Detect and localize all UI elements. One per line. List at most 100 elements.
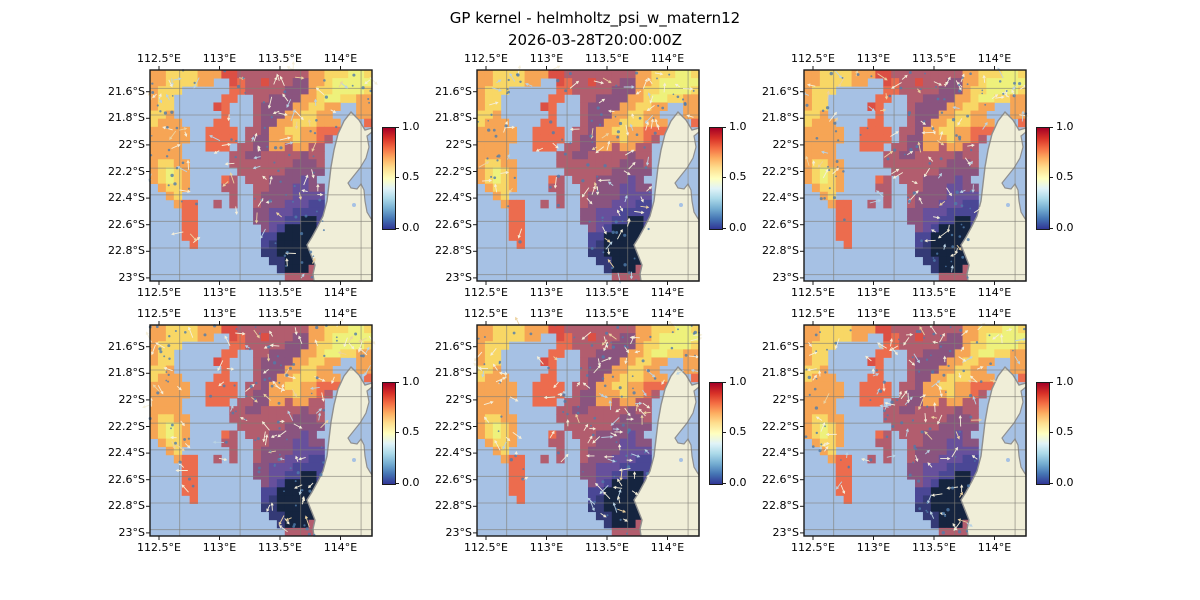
x-tick-label-bottom: 113.5°E [258, 541, 302, 554]
x-tick-label-top: 114°E [650, 307, 685, 320]
x-tick-label-bottom: 113.5°E [585, 286, 629, 299]
colorbar-tick [722, 177, 726, 178]
y-tick-label: 22.4°S [762, 191, 799, 205]
y-tick-label: 22.6°S [762, 217, 799, 231]
x-tick-label-bottom: 114°E [977, 541, 1012, 554]
gulf-water [347, 385, 373, 477]
y-tick-label: 22.8°S [435, 499, 472, 513]
x-tick-label-bottom: 114°E [650, 286, 685, 299]
figure-subtitle: 2026-03-28T20:00:00Z [508, 31, 682, 49]
x-tick-label-bottom: 114°E [977, 286, 1012, 299]
gulf-water [1001, 130, 1027, 222]
x-tick-label-top: 113°E [529, 307, 564, 320]
colorbar-tick [395, 432, 399, 433]
x-tick-label-top: 112.5°E [791, 307, 835, 320]
x-tick-label-bottom: 114°E [650, 541, 685, 554]
x-tick-label-top: 112.5°E [464, 52, 508, 65]
axis-border [803, 324, 1027, 537]
colorbar [709, 127, 723, 230]
y-tick-label: 22.2°S [435, 419, 472, 433]
y-tick-label: 22.4°S [435, 191, 472, 205]
y-tick-label: 22°S [118, 392, 145, 406]
map-subplot-r2c2: 112.5°E 113°E 113.5°E 114°E 112.5°E 113°E 113.… [435, 307, 839, 554]
x-tick-label-top: 112.5°E [137, 52, 181, 65]
y-tick-label: 21.6°S [435, 339, 472, 353]
x-tick-label-top: 112.5°E [791, 52, 835, 65]
map-r1c1 [146, 61, 378, 285]
lake-dot [1006, 458, 1010, 462]
colorbar-tick [1049, 177, 1053, 178]
y-tick-label: 22.6°S [762, 472, 799, 486]
x-tick-label-bottom: 113°E [529, 286, 564, 299]
axis-border [149, 324, 373, 537]
x-tick-label-bottom: 112.5°E [791, 286, 835, 299]
gulf-water [674, 130, 700, 222]
quiver-arrows [804, 322, 1027, 535]
colorbar-tick [395, 381, 399, 383]
colorbar-tick-label: 0.0 [402, 475, 420, 489]
colorbar [709, 382, 723, 485]
y-tick-label: 23°S [118, 270, 145, 284]
y-tick-label: 22.8°S [762, 499, 799, 513]
y-tick-label: 22°S [445, 392, 472, 406]
x-tick-label-bottom: 112.5°E [137, 286, 181, 299]
lake-dot [679, 458, 683, 462]
y-tick-label: 22.8°S [108, 499, 145, 513]
quiver-arrows [802, 67, 1029, 279]
y-tick-label: 21.6°S [108, 84, 145, 98]
colorbar-tick [1049, 482, 1053, 484]
colorbar-tick [722, 227, 726, 229]
y-tick-label: 22.4°S [108, 446, 145, 460]
y-tick-label: 21.8°S [435, 366, 472, 380]
colorbar-tick-label: 1.0 [402, 374, 420, 388]
colorbar-tick [395, 177, 399, 178]
y-tick-label: 22.4°S [435, 446, 472, 460]
gulf-water [1001, 385, 1027, 477]
y-tick-label: 21.6°S [435, 84, 472, 98]
y-tick-label: 22.6°S [108, 217, 145, 231]
x-tick-label-bottom: 113°E [202, 286, 237, 299]
x-tick-label-top: 114°E [977, 52, 1012, 65]
colorbar-tick [1049, 227, 1053, 229]
y-tick-label: 21.8°S [762, 111, 799, 125]
y-tick-label: 22°S [445, 137, 472, 151]
y-tick-label: 22.2°S [108, 419, 145, 433]
gulf-water [674, 385, 700, 477]
colorbar-tick-label: 0.0 [1056, 220, 1074, 234]
axis-border [476, 69, 700, 282]
y-tick-label: 22.2°S [435, 164, 472, 178]
x-tick-label-bottom: 112.5°E [464, 286, 508, 299]
y-tick-label: 22.4°S [108, 191, 145, 205]
quiver-arrows [477, 64, 695, 284]
colorbar-tick [722, 126, 726, 128]
x-tick-label-top: 114°E [323, 52, 358, 65]
y-tick-label: 22.6°S [435, 217, 472, 231]
figure-title: GP kernel - helmholtz_psi_w_matern12 [449, 9, 741, 27]
x-tick-label-bottom: 114°E [323, 286, 358, 299]
lake-dot [1006, 203, 1010, 207]
x-tick-label-top: 113.5°E [585, 52, 629, 65]
x-tick-label-top: 113.5°E [912, 307, 956, 320]
y-tick-label: 21.8°S [435, 111, 472, 125]
colorbar-tick [722, 432, 726, 433]
x-tick-label-top: 113°E [202, 52, 237, 65]
map-subplot-r1c2: 112.5°E 113°E 113.5°E 114°E 112.5°E 113°E 113.… [435, 52, 839, 299]
x-tick-label-bottom: 113.5°E [258, 286, 302, 299]
x-tick-label-top: 112.5°E [464, 307, 508, 320]
x-tick-label-bottom: 113.5°E [585, 541, 629, 554]
colorbar-tick-label: 0.5 [1056, 170, 1074, 183]
x-tick-label-bottom: 112.5°E [137, 541, 181, 554]
colorbar-tick-label: 0.5 [1056, 425, 1074, 438]
colorbar-tick [395, 482, 399, 484]
colorbar-tick-label: 0.0 [1056, 475, 1074, 489]
colorbar-tick-label: 0.5 [729, 170, 747, 183]
x-tick-label-top: 114°E [650, 52, 685, 65]
y-tick-label: 23°S [772, 270, 799, 284]
map-r1c3 [800, 66, 1029, 285]
colorbar [1036, 382, 1050, 485]
colorbar-tick-label: 1.0 [729, 119, 747, 133]
x-tick-label-bottom: 113°E [529, 541, 564, 554]
colorbar-tick-label: 0.0 [402, 220, 420, 234]
gulf-water [347, 130, 373, 222]
